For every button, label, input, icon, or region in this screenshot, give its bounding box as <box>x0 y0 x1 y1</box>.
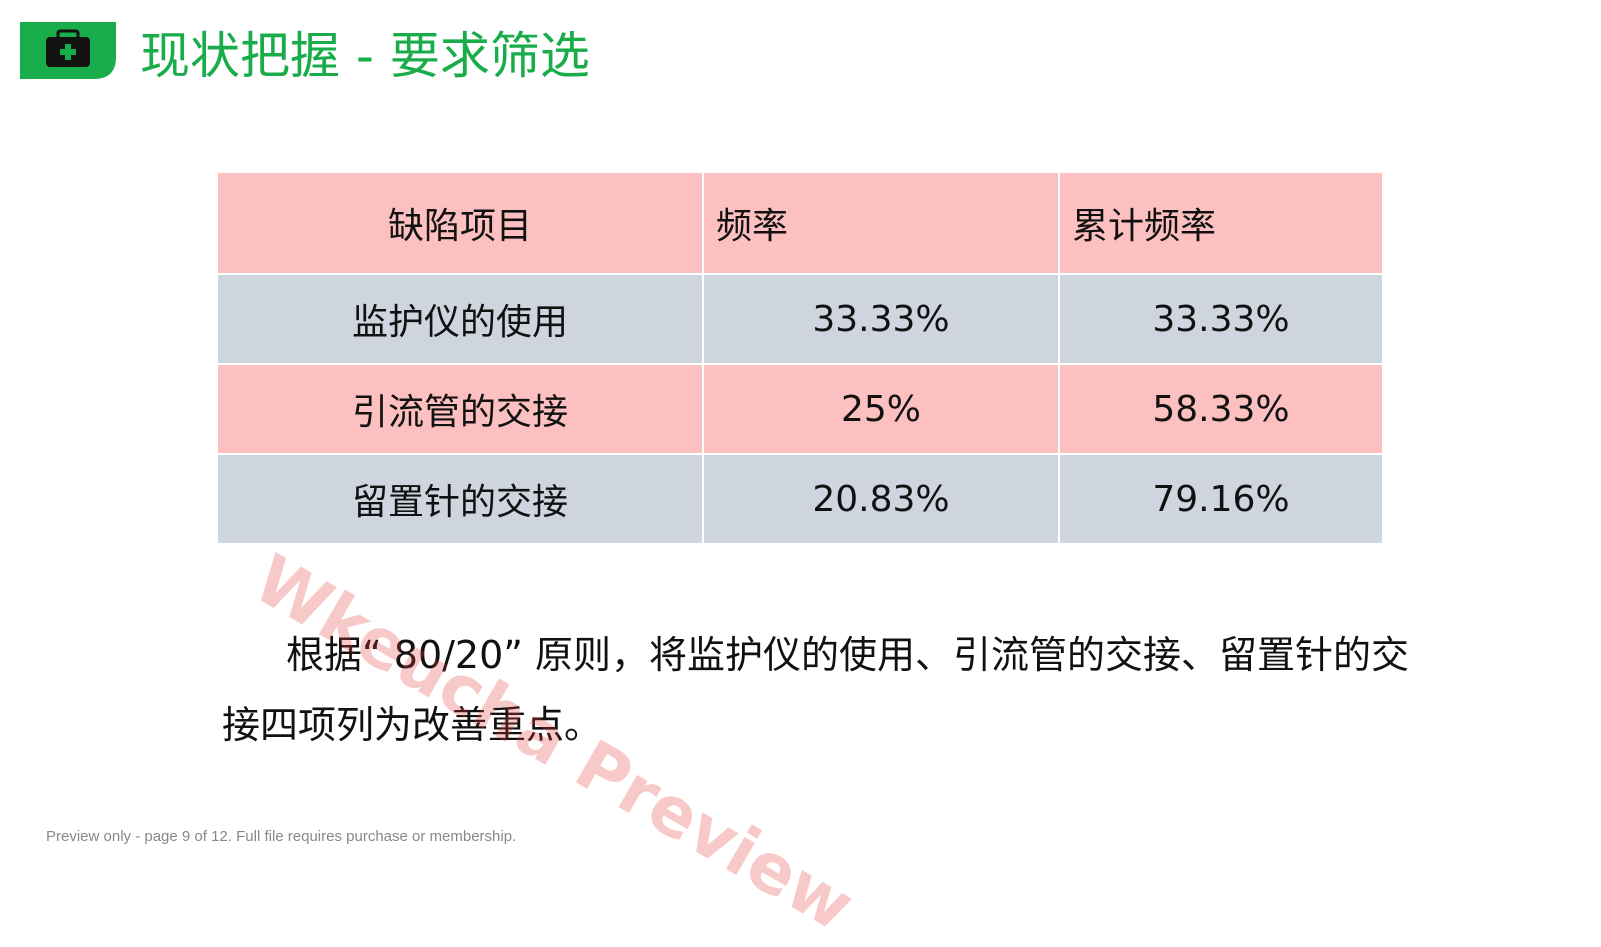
table-cell: 79.16% <box>1058 453 1384 545</box>
header-cell: 频率 <box>702 171 1060 275</box>
table-cell: 留置针的交接 <box>216 453 704 545</box>
table-row: 监护仪的使用 33.33% 33.33% <box>216 273 1384 365</box>
paragraph: 根据“ 80/20” 原则，将监护仪的使用、引流管的交接、留置针的交接四项列为改… <box>222 633 1410 747</box>
header-cell: 缺陷项目 <box>216 171 704 275</box>
table-cell: 20.83% <box>702 453 1060 545</box>
table-cell: 监护仪的使用 <box>216 273 704 365</box>
header-row: 缺陷项目 频率 累计频率 <box>216 171 1384 275</box>
table-cell: 引流管的交接 <box>216 363 704 455</box>
header-cell: 累计频率 <box>1058 171 1384 275</box>
table: 缺陷项目 频率 累计频率 监护仪的使用 33.33% 33.33% 引流管的交接 25%… <box>216 171 1384 545</box>
footer: Preview only - page 9 of 12. Full file r… <box>46 828 517 845</box>
title-icon <box>20 22 116 79</box>
table-row: 引流管的交接 25% 58.33% <box>216 363 1384 455</box>
page: 现状把握 - 要求筛选 缺陷项目 频率 累计频率 监护仪的使用 33.33% 33.… <box>20 22 1410 947</box>
table-cell: 58.33% <box>1058 363 1384 455</box>
table-cell: 33.33% <box>1058 273 1384 365</box>
table-row: 留置针的交接 20.83% 79.16% <box>216 453 1384 545</box>
title: 现状把握 - 要求筛选 <box>140 27 590 85</box>
table-cell: 25% <box>702 363 1060 455</box>
table-cell: 33.33% <box>702 273 1060 365</box>
